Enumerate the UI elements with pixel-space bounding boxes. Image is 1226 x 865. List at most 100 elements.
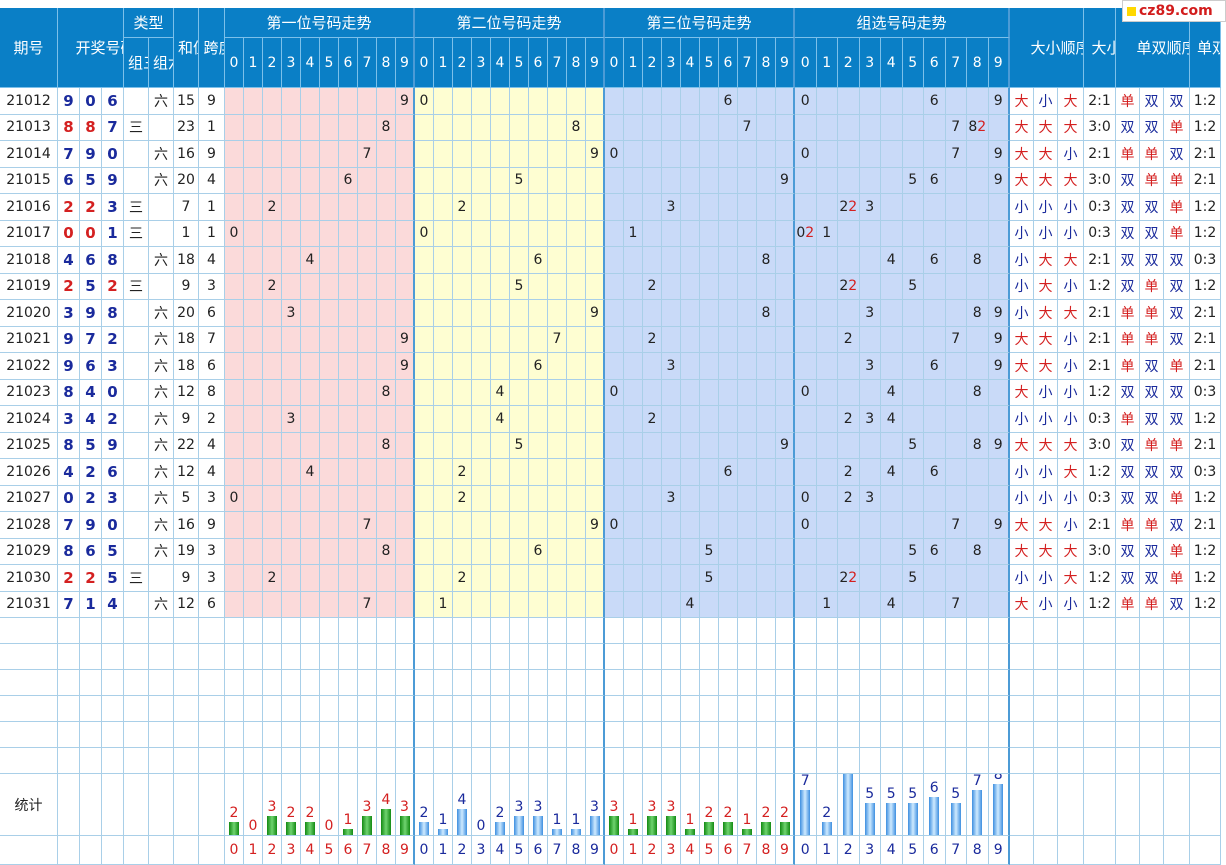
trend-cell (776, 247, 795, 274)
trend-cell (681, 538, 700, 565)
trend-cell (776, 353, 795, 380)
group-repeat-count: 2 (805, 225, 815, 242)
trend-cell (605, 247, 624, 274)
span-cell: 4 (199, 167, 225, 194)
group-cell (881, 485, 903, 512)
trend-cell (586, 485, 605, 512)
trend-cell (377, 406, 396, 433)
stats-bar (779, 822, 790, 835)
bigsmall-ratio-cell: 2:1 (1084, 141, 1116, 168)
bigsmall-cell: 小 (1034, 485, 1058, 512)
empty-cell (434, 670, 453, 696)
trend-cell (567, 300, 586, 327)
group-cell (945, 167, 967, 194)
stats-bar (864, 803, 875, 835)
trend-cell (339, 353, 358, 380)
empty-cell (816, 618, 838, 644)
oddeven-cell: 双 (1116, 194, 1140, 221)
empty-cell (58, 748, 80, 774)
trend-cell (643, 194, 662, 221)
empty-cell (102, 748, 124, 774)
empty-cell (967, 722, 989, 748)
group-cell (859, 167, 881, 194)
stats-bar-cell: 5 (881, 774, 903, 836)
trend-cell (263, 88, 282, 115)
stats-digit-label: 3 (282, 836, 301, 865)
group-cell (988, 114, 1010, 141)
stats-bar-cell: 4 (453, 774, 472, 836)
trend-cell (453, 141, 472, 168)
stats-value: 2 (495, 805, 505, 821)
bigsmall-cell: 大 (1034, 114, 1058, 141)
empty-cell (924, 696, 946, 722)
stats-empty-cell (124, 836, 149, 865)
group-cell (838, 538, 860, 565)
trend-cell (757, 88, 776, 115)
trend-cell (491, 432, 510, 459)
trend-cell (396, 406, 415, 433)
trend-cell (225, 538, 244, 565)
oddeven-cell: 双 (1116, 565, 1140, 592)
trend-cell (472, 273, 491, 300)
group-cell (816, 406, 838, 433)
trend-cell (396, 459, 415, 486)
bigsmall-cell: 小 (1010, 247, 1034, 274)
empty-cell (174, 748, 199, 774)
bigsmall-cell: 小 (1058, 406, 1084, 433)
header-pos3-digit: 7 (738, 38, 757, 88)
group-cell (945, 220, 967, 247)
empty-cell (757, 670, 776, 696)
trend-cell (586, 538, 605, 565)
empty-cell (491, 748, 510, 774)
stats-value: 3 (590, 798, 599, 815)
zu6-cell: 六 (149, 247, 174, 274)
empty-cell (1010, 696, 1034, 722)
stats-value: 7 (972, 774, 982, 790)
empty-cell (567, 618, 586, 644)
oddeven-cell: 单 (1116, 141, 1140, 168)
trend-cell (719, 194, 738, 221)
empty-cell (491, 722, 510, 748)
bigsmall-cell: 大 (1010, 512, 1034, 539)
empty-cell (1190, 618, 1221, 644)
trend-cell (719, 432, 738, 459)
site-logo[interactable]: cz89.com (1122, 0, 1226, 22)
sum-cell: 7 (174, 194, 199, 221)
stats-digit-label: 5 (700, 836, 719, 865)
group-cell (967, 406, 989, 433)
sum-cell: 5 (174, 485, 199, 512)
stats-bar (571, 828, 581, 835)
bigsmall-cell: 小 (1058, 220, 1084, 247)
oddeven-cell: 单 (1116, 512, 1140, 539)
draw-digit: 0 (102, 379, 124, 406)
stats-bar-cell: 1 (738, 774, 757, 836)
header-pos2-digit: 8 (567, 38, 586, 88)
empty-cell (102, 696, 124, 722)
draw-digit: 6 (80, 353, 102, 380)
empty-cell (225, 670, 244, 696)
stats-bar-cell: 7 (795, 774, 817, 836)
stats-bar (907, 803, 918, 835)
trend-cell (320, 247, 339, 274)
trend-cell (358, 247, 377, 274)
header-group-digit: 4 (881, 38, 903, 88)
top-strip (0, 0, 1226, 8)
header-pos1-digit: 4 (301, 38, 320, 88)
empty-cell (586, 644, 605, 670)
zu3-cell (124, 326, 149, 353)
header-zu6: 组六 (149, 38, 174, 88)
header-pos1-digit: 7 (358, 38, 377, 88)
trend-cell (434, 379, 453, 406)
trend-cell (776, 141, 795, 168)
oddeven-ratio-cell: 2:1 (1190, 300, 1221, 327)
trend-cell (624, 273, 643, 300)
stats-bar-cell: 5 (859, 774, 881, 836)
oddeven-cell: 单 (1164, 538, 1190, 565)
header-pos2-digit: 6 (529, 38, 548, 88)
span-cell: 1 (199, 114, 225, 141)
oddeven-ratio-cell: 1:2 (1190, 273, 1221, 300)
group-cell (881, 326, 903, 353)
bigsmall-cell: 小 (1034, 194, 1058, 221)
stats-bar-cell: 1 (339, 774, 358, 836)
